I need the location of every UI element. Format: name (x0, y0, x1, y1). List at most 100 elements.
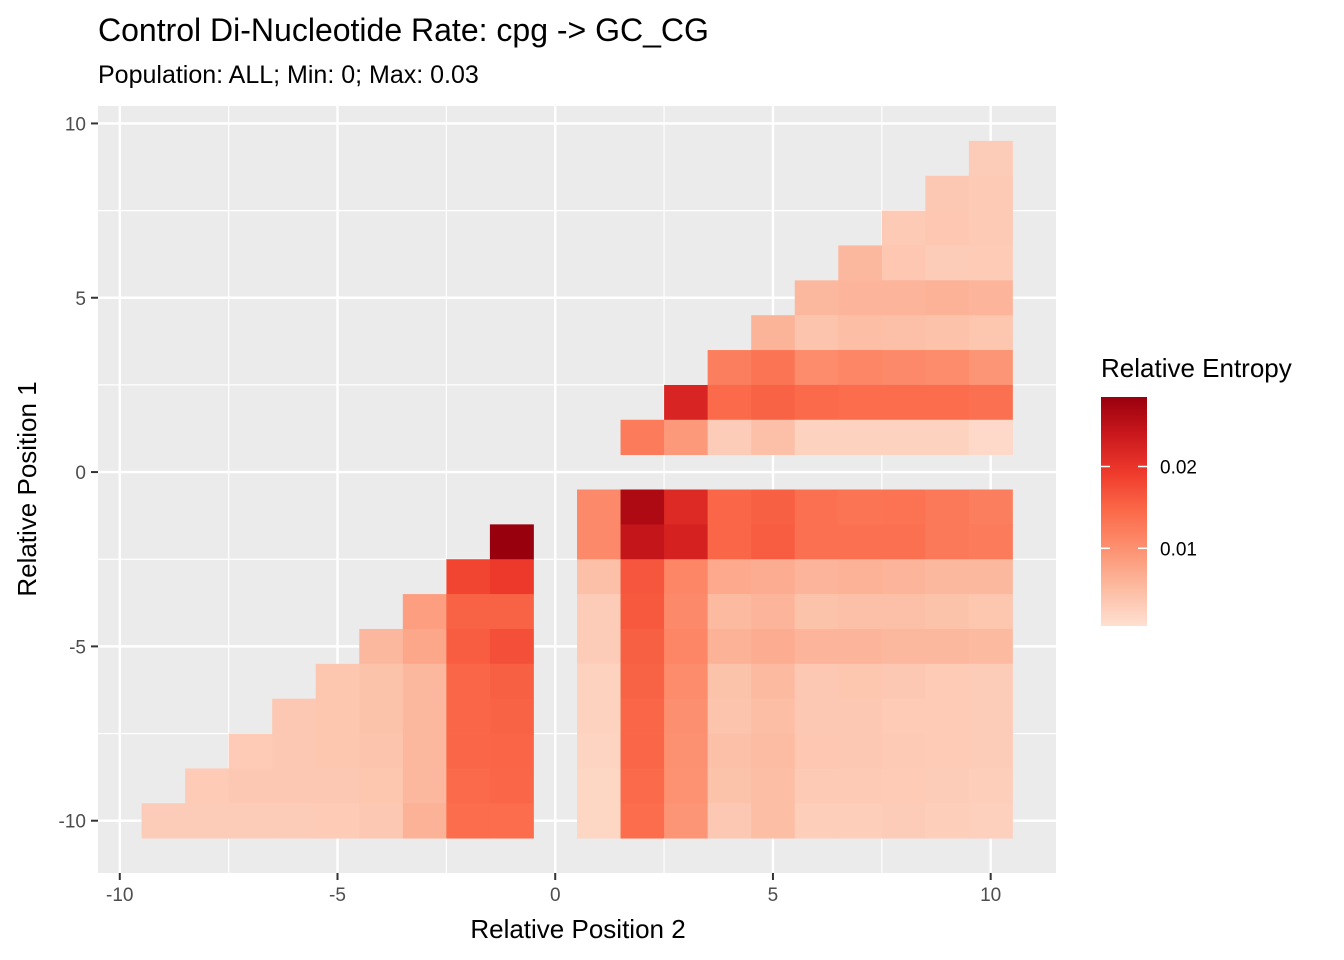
heatmap-cell (315, 768, 360, 804)
heatmap-cell (751, 663, 796, 700)
heatmap-cell (707, 663, 752, 700)
heatmap-cells (141, 140, 1013, 839)
heatmap-cell (838, 733, 883, 769)
heatmap-cell (794, 315, 839, 351)
heatmap-cell (968, 698, 1013, 734)
heatmap-cell (881, 803, 926, 839)
y-tick-label: 10 (65, 114, 86, 135)
heatmap-cell (838, 698, 883, 734)
heatmap-cell (664, 803, 709, 839)
heatmap-cell (794, 419, 839, 456)
heatmap-cell (925, 384, 970, 421)
heatmap-cell (968, 489, 1013, 525)
x-tick-label: 5 (768, 885, 779, 906)
heatmap-cell (272, 768, 317, 804)
heatmap-cell (968, 210, 1013, 246)
heatmap-cell (577, 628, 621, 665)
heatmap-cell (359, 768, 404, 804)
heatmap-cell (359, 663, 404, 700)
heatmap-cell (751, 733, 796, 769)
heatmap-cell (489, 768, 534, 804)
heatmap-cell (707, 698, 752, 734)
heatmap-cell (881, 559, 926, 595)
heatmap-cell (751, 524, 796, 560)
heatmap-cell (228, 803, 273, 839)
heatmap-cell (925, 350, 970, 386)
heatmap-cell (446, 594, 491, 630)
heatmap-cell (968, 280, 1013, 316)
heatmap-cell (185, 768, 230, 804)
heatmap-cell (925, 594, 970, 630)
heatmap-cell (664, 524, 709, 560)
heatmap-cell (402, 628, 447, 665)
heatmap-cell (751, 628, 796, 665)
heatmap-cell (925, 768, 970, 804)
x-tick-label: -10 (106, 885, 133, 906)
heatmap-cell (577, 768, 621, 804)
heatmap-cell (968, 768, 1013, 804)
heatmap-cell (881, 384, 926, 421)
heatmap-cell (707, 803, 752, 839)
heatmap-cell (881, 733, 926, 769)
heatmap-cell (838, 559, 883, 595)
heatmap-cell (577, 524, 621, 560)
heatmap-cell (838, 280, 883, 316)
heatmap-cell (272, 733, 317, 769)
heatmap-cell (751, 350, 796, 386)
heatmap-cell (838, 315, 883, 351)
heatmap-cell (794, 663, 839, 700)
legend-break-label: 0.01 (1160, 539, 1197, 560)
heatmap-cell (707, 489, 752, 525)
heatmap-cell (446, 698, 491, 734)
y-tick-label: -10 (59, 812, 86, 833)
heatmap-cell (925, 733, 970, 769)
x-tick-label: 0 (550, 885, 561, 906)
heatmap-cell (838, 489, 883, 525)
heatmap-cell (881, 350, 926, 386)
heatmap-cell (707, 524, 752, 560)
heatmap-cell (315, 803, 360, 839)
heatmap-cell (968, 384, 1013, 421)
heatmap-cell (881, 210, 926, 246)
heatmap-cell (489, 698, 534, 734)
heatmap-cell (402, 768, 447, 804)
heatmap-cell (968, 803, 1013, 839)
heatmap-cell (794, 628, 839, 665)
heatmap-cell (968, 315, 1013, 351)
heatmap-cell (838, 419, 883, 456)
heatmap-cell (925, 315, 970, 351)
heatmap-cell (359, 698, 404, 734)
heatmap-cell (664, 559, 709, 595)
heatmap-cell (925, 803, 970, 839)
heatmap-cell (838, 594, 883, 630)
heatmap-cell (968, 350, 1013, 386)
y-axis-title: Relative Position 1 (12, 381, 42, 596)
heatmap-cell (446, 768, 491, 804)
heatmap-cell (794, 803, 839, 839)
y-tick-label: 5 (75, 289, 86, 310)
heatmap-cell (968, 140, 1013, 177)
heatmap-cell (402, 698, 447, 734)
heatmap-cell (577, 559, 621, 595)
heatmap-cell (489, 663, 534, 700)
heatmap-cell (794, 384, 839, 421)
heatmap-cell (751, 384, 796, 421)
heatmap-cell (925, 210, 970, 246)
heatmap-cell (838, 350, 883, 386)
heatmap-cell (664, 419, 709, 456)
heatmap-cell (707, 384, 752, 421)
heatmap-cell (620, 803, 665, 839)
heatmap-cell (664, 768, 709, 804)
heatmap-cell (577, 803, 621, 839)
heatmap-cell (881, 768, 926, 804)
heatmap-cell (968, 245, 1013, 281)
heatmap-cell (751, 803, 796, 839)
heatmap-cell (968, 559, 1013, 595)
heatmap-cell (925, 559, 970, 595)
heatmap-cell (315, 663, 360, 700)
heatmap-cell (359, 733, 404, 769)
heatmap-cell (794, 768, 839, 804)
heatmap-cell (925, 663, 970, 700)
heatmap-cell (402, 803, 447, 839)
y-tick-label: 0 (75, 463, 86, 484)
